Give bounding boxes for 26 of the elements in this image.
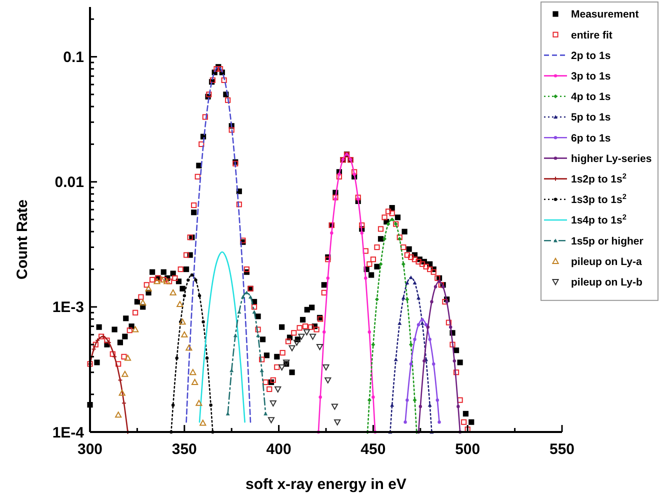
legend-label: 4p to 1s bbox=[571, 91, 611, 104]
x-tick-label: 550 bbox=[549, 441, 575, 458]
legend-label: 5p to 1s bbox=[571, 112, 611, 124]
x-axis-title: soft x-ray energy in eV bbox=[246, 476, 406, 493]
y-tick-label: 0.01 bbox=[54, 174, 84, 192]
x-tick-label: 300 bbox=[77, 441, 103, 458]
x-tick-label: 350 bbox=[172, 441, 197, 458]
legend-label: 1s2p to 1s$^{2}$ bbox=[571, 170, 626, 186]
legend-label: Measurement bbox=[571, 8, 640, 21]
y-tick-label: 1E-3 bbox=[52, 299, 84, 316]
x-tick-label: 400 bbox=[266, 441, 292, 458]
y-tick-label: 1E-4 bbox=[52, 424, 85, 442]
legend-label: 1s5p or higher bbox=[571, 235, 644, 248]
legend-label: pileup on Ly-b bbox=[571, 276, 642, 288]
legend-label: entire fit bbox=[571, 29, 613, 42]
legend-label: pileup on Ly-a bbox=[571, 256, 642, 268]
y-tick-label: 0.1 bbox=[63, 49, 84, 66]
y-axis-title: Count Rate bbox=[14, 200, 31, 280]
legend-label: 6p to 1s bbox=[571, 132, 611, 144]
legend-label: 1s4p to 1s$^{2}$ bbox=[571, 212, 626, 227]
x-tick-label: 500 bbox=[455, 441, 480, 458]
legend-label: 1s3p to 1s$^{2}$ bbox=[571, 192, 626, 206]
legend-label: 3p to 1s bbox=[571, 70, 611, 82]
x-tick-label: 450 bbox=[360, 441, 386, 458]
legend-label: 2p to 1s bbox=[571, 50, 611, 62]
legend-label: higher Ly-series bbox=[571, 152, 652, 165]
